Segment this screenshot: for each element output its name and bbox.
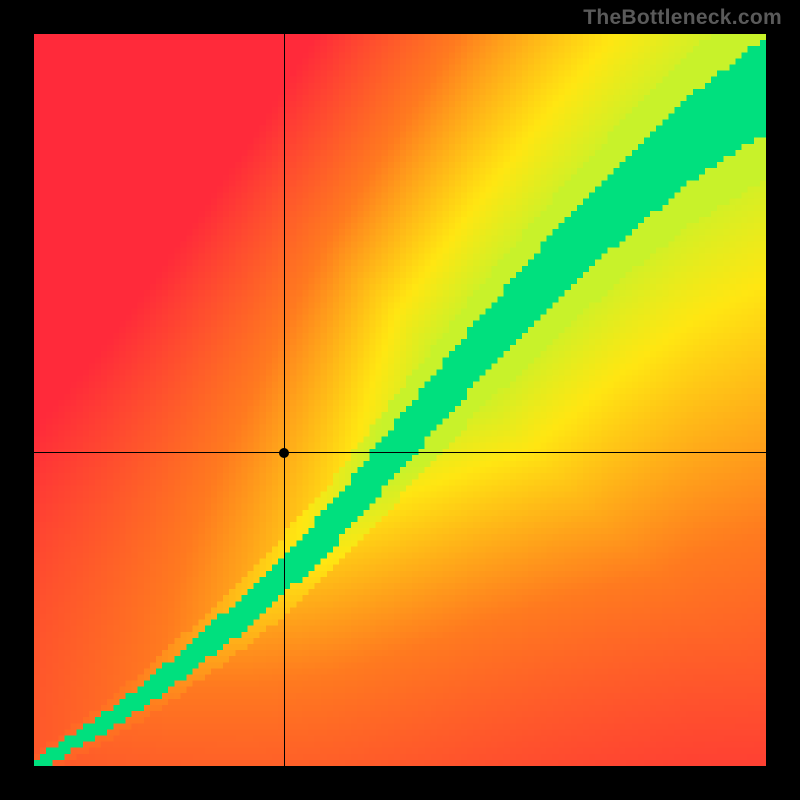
plot-area (34, 34, 766, 766)
crosshair-horizontal (34, 452, 766, 453)
watermark-text: TheBottleneck.com (583, 6, 782, 30)
crosshair-marker (279, 448, 289, 458)
crosshair-vertical (284, 34, 285, 766)
heatmap-canvas (34, 34, 766, 766)
